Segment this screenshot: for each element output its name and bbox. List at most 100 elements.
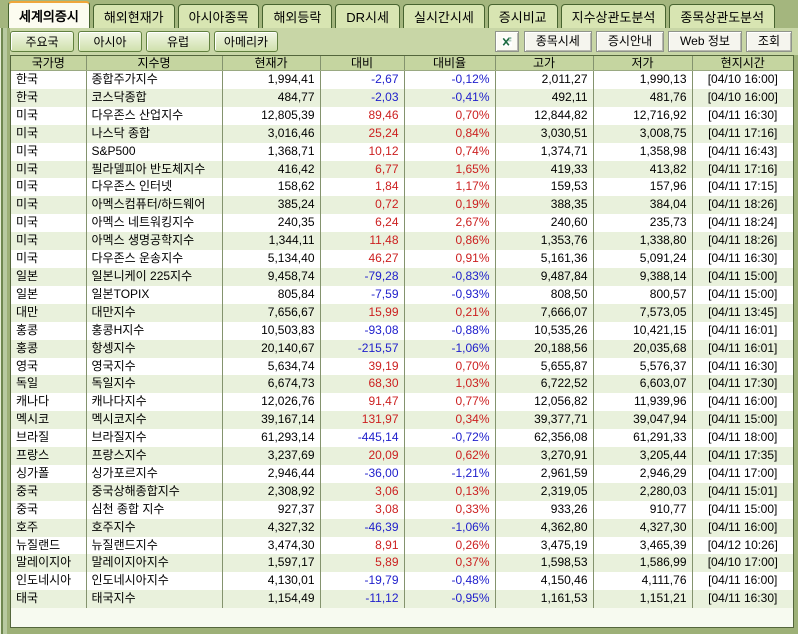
- action-button[interactable]: 조회: [745, 31, 792, 52]
- region-filter-button[interactable]: 유럽: [146, 31, 210, 52]
- table-row[interactable]: 호주 호주지수 4,327,32 -46,39 -1,06% 4,362,80 …: [11, 518, 793, 537]
- low-cell: 3,008,75: [593, 124, 693, 143]
- local-time-cell: [04/11 17:30]: [692, 375, 793, 394]
- tab[interactable]: 해외등락: [262, 4, 333, 28]
- price-cell: 1,597,17: [222, 554, 321, 573]
- high-cell: 10,535,26: [495, 321, 594, 340]
- change-cell: 6,24: [320, 214, 405, 233]
- index-name-cell: 싱가포르지수: [86, 464, 223, 483]
- change-pct-cell: -0,83%: [404, 267, 496, 286]
- change-cell: 91,47: [320, 393, 405, 412]
- high-cell: 39,377,71: [495, 411, 594, 430]
- table-row[interactable]: 미국 나스닥 종합 3,016,46 25,24 0,84% 3,030,51 …: [11, 124, 793, 143]
- high-cell: 5,161,36: [495, 250, 594, 268]
- low-cell: 413,82: [593, 160, 693, 179]
- table-row[interactable]: 미국 다우존스 산업지수 12,805,39 89,46 0,70% 12,84…: [11, 106, 793, 125]
- table-row[interactable]: 프랑스 프랑스지수 3,237,69 20,09 0,62% 3,270,91 …: [11, 447, 793, 465]
- local-time-cell: [04/11 17:35]: [692, 447, 793, 465]
- local-time-cell: [04/11 18:26]: [692, 196, 793, 215]
- local-time-cell: [04/11 16:00]: [692, 518, 793, 537]
- table-row[interactable]: 미국 다우존스 인터넷 158,62 1,84 1,17% 159,53 157…: [11, 178, 793, 197]
- tab[interactable]: 증시비교: [487, 4, 558, 28]
- change-pct-cell: 2,67%: [404, 214, 496, 233]
- high-cell: 159,53: [495, 178, 594, 197]
- change-pct-cell: 1,65%: [404, 160, 496, 179]
- country-cell: 영국: [11, 357, 87, 376]
- region-filter-button[interactable]: 아시아: [78, 31, 142, 52]
- region-filter-button[interactable]: 주요국: [10, 31, 74, 52]
- price-cell: 39,167,14: [222, 411, 321, 430]
- table-row[interactable]: 일본 일본TOPIX 805,84 -7,59 -0,93% 808,50 80…: [11, 285, 793, 304]
- tab[interactable]: 지수상관도분석: [560, 4, 667, 28]
- country-cell: 프랑스: [11, 447, 87, 465]
- low-cell: 1,358,98: [593, 142, 693, 161]
- country-cell: 브라질: [11, 429, 87, 448]
- table-row[interactable]: 독일 독일지수 6,674,73 68,30 1,03% 6,722,52 6,…: [11, 375, 793, 394]
- price-cell: 9,458,74: [222, 267, 321, 286]
- price-cell: 7,656,67: [222, 303, 321, 322]
- table-row[interactable]: 영국 영국지수 5,634,74 39,19 0,70% 5,655,87 5,…: [11, 357, 793, 376]
- table-row[interactable]: 미국 다우존스 운송지수 5,134,40 46,27 0,91% 5,161,…: [11, 250, 793, 268]
- table-row[interactable]: 홍콩 항셍지수 20,140,67 -215,57 -1,06% 20,188,…: [11, 339, 793, 358]
- table-row[interactable]: 미국 아멕스컴퓨터/하드웨어 385,24 0,72 0,19% 388,35 …: [11, 196, 793, 215]
- high-cell: 2,319,05: [495, 482, 594, 501]
- table-row[interactable]: 일본 일본니케이 225지수 9,458,74 -79,28 -0,83% 9,…: [11, 267, 793, 286]
- table-row[interactable]: 말레이지아 말레이지아지수 1,597,17 5,89 0,37% 1,598,…: [11, 554, 793, 573]
- table-row[interactable]: 미국 아멕스 네트워킹지수 240,35 6,24 2,67% 240,60 2…: [11, 214, 793, 233]
- index-name-cell: 일본TOPIX: [86, 285, 223, 304]
- index-name-cell: 일본니케이 225지수: [86, 267, 223, 286]
- table-row[interactable]: 캐나다 캐나다지수 12,026,76 91,47 0,77% 12,056,8…: [11, 393, 793, 412]
- region-filter-button[interactable]: 아메리카: [214, 31, 278, 52]
- table-row[interactable]: 한국 코스닥종합 484,77 -2,03 -0,41% 492,11 481,…: [11, 88, 793, 107]
- change-pct-cell: 0,33%: [404, 500, 496, 519]
- excel-icon: [501, 36, 512, 47]
- table-row[interactable]: 미국 아멕스 생명공학지수 1,344,11 11,48 0,86% 1,353…: [11, 232, 793, 251]
- price-cell: 5,634,74: [222, 357, 321, 376]
- action-button[interactable]: 종목시세: [523, 31, 592, 52]
- tab[interactable]: 실시간시세: [402, 4, 485, 28]
- country-cell: 멕시코: [11, 411, 87, 430]
- table-row[interactable]: 대만 대만지수 7,656,67 15,99 0,21% 7,666,07 7,…: [11, 303, 793, 322]
- change-cell: -2,67: [320, 70, 405, 89]
- price-cell: 416,42: [222, 160, 321, 179]
- high-cell: 12,056,82: [495, 393, 594, 412]
- price-cell: 158,62: [222, 178, 321, 197]
- table-row[interactable]: 미국 S&P500 1,368,71 10,12 0,74% 1,374,71 …: [11, 142, 793, 161]
- table-row[interactable]: 한국 종합주가지수 1,994,41 -2,67 -0,12% 2,011,27…: [11, 70, 793, 89]
- tab[interactable]: DR시세: [335, 4, 400, 28]
- index-name-cell: 멕시코지수: [86, 411, 223, 430]
- action-button[interactable]: Web 정보: [668, 31, 742, 52]
- index-name-cell: 필라델피아 반도체지수: [86, 160, 223, 179]
- excel-export-icon[interactable]: [494, 31, 519, 52]
- price-cell: 484,77: [222, 88, 321, 107]
- tab[interactable]: 세계의증시: [8, 1, 90, 28]
- local-time-cell: [04/11 18:00]: [692, 429, 793, 448]
- change-pct-cell: 0,84%: [404, 124, 496, 143]
- high-cell: 1,598,53: [495, 554, 594, 573]
- high-cell: 933,26: [495, 500, 594, 519]
- country-cell: 한국: [11, 88, 87, 107]
- local-time-cell: [04/11 13:45]: [692, 303, 793, 322]
- table-row[interactable]: 뉴질랜드 뉴질랜드지수 3,474,30 8,91 0,26% 3,475,19…: [11, 536, 793, 555]
- table-row[interactable]: 브라질 브라질지수 61,293,14 -445,14 -0,72% 62,35…: [11, 429, 793, 448]
- tab[interactable]: 아시아종목: [177, 4, 260, 28]
- low-cell: 5,576,37: [593, 357, 693, 376]
- index-name-cell: 종합주가지수: [86, 70, 223, 89]
- tab[interactable]: 해외현재가: [92, 4, 175, 28]
- table-row[interactable]: 인도네시아 인도네시아지수 4,130,01 -19,79 -0,48% 4,1…: [11, 572, 793, 591]
- action-button[interactable]: 증시안내: [595, 31, 665, 52]
- table-row[interactable]: 중국 중국상해종합지수 2,308,92 3,06 0,13% 2,319,05…: [11, 482, 793, 501]
- change-pct-cell: 0,62%: [404, 447, 496, 465]
- local-time-cell: [04/11 16:43]: [692, 142, 793, 161]
- table-row[interactable]: 중국 심천 종합 지수 927,37 3,08 0,33% 933,26 910…: [11, 500, 793, 519]
- table-row[interactable]: 싱가폴 싱가포르지수 2,946,44 -36,00 -1,21% 2,961,…: [11, 464, 793, 483]
- tab[interactable]: 종목상관도분석: [669, 4, 776, 28]
- index-table: 국가명 지수명 현재가 대비 대비율 고가 저가 현지시간 한국 종합주가지수: [11, 56, 793, 609]
- table-row[interactable]: 태국 태국지수 1,154,49 -11,12 -0,95% 1,161,53 …: [11, 590, 793, 609]
- change-pct-cell: 0,13%: [404, 482, 496, 501]
- column-header: 국가명: [11, 56, 87, 71]
- table-row[interactable]: 미국 필라델피아 반도체지수 416,42 6,77 1,65% 419,33 …: [11, 160, 793, 179]
- table-row[interactable]: 멕시코 멕시코지수 39,167,14 131,97 0,34% 39,377,…: [11, 411, 793, 430]
- country-cell: 싱가폴: [11, 464, 87, 483]
- table-row[interactable]: 홍콩 홍콩H지수 10,503,83 -93,08 -0,88% 10,535,…: [11, 321, 793, 340]
